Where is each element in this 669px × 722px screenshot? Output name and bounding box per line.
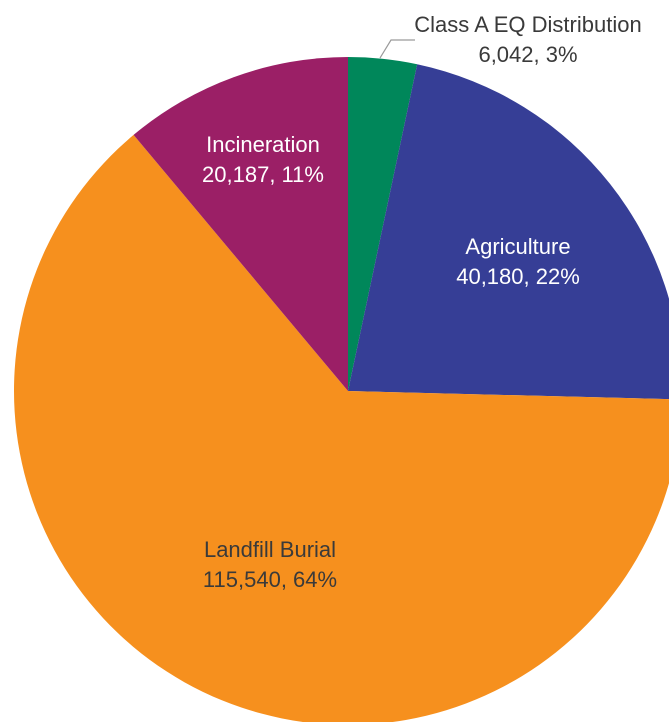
slice-value-label: 40,180, 22% (456, 264, 580, 289)
pie-slice-agriculture (348, 64, 669, 400)
slice-name-label: Landfill Burial (204, 537, 336, 562)
pie-slice-class-a-eq-distribution (348, 57, 418, 391)
slice-name-label: Class A EQ Distribution (414, 12, 641, 37)
pie-slice-incineration (133, 57, 348, 391)
slice-value-label: 115,540, 64% (203, 567, 337, 592)
slice-value-label: 6,042, 3% (478, 42, 577, 67)
slice-name-label: Agriculture (465, 234, 570, 259)
slice-value-label: 20,187, 11% (202, 162, 324, 187)
pie-slices (14, 57, 669, 722)
leader-line (379, 39, 415, 59)
slice-name-label: Incineration (206, 132, 320, 157)
pie-slice-landfill-burial (14, 134, 669, 722)
pie-labels: Class A EQ Distribution 6,042, 3% Agricult… (202, 12, 642, 592)
